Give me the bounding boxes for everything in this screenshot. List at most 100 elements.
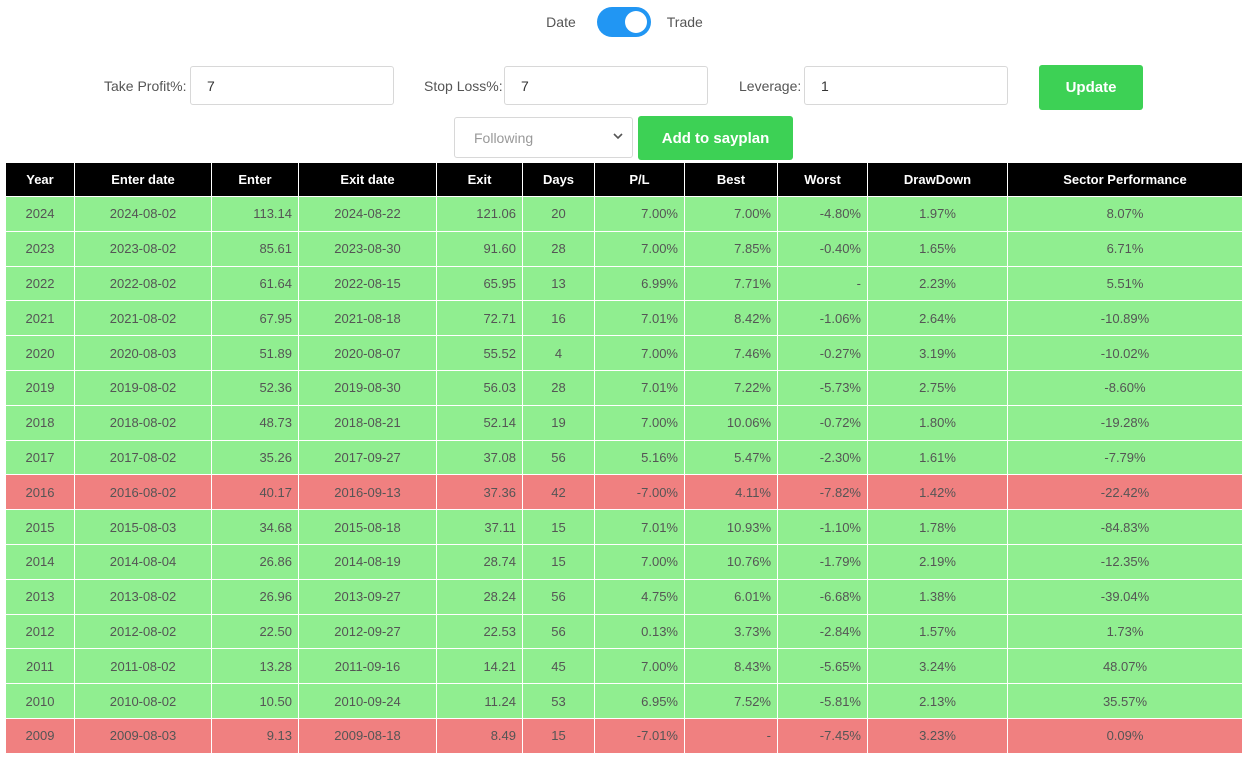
cell-sector-performance: 6.71% [1007, 230, 1243, 267]
column-header-best[interactable]: Best [684, 162, 778, 197]
cell-enter-date: 2022-08-02 [74, 265, 212, 302]
cell-year: 2020 [5, 335, 75, 371]
leverage-input[interactable] [804, 66, 1008, 105]
cell-days: 28 [522, 369, 595, 406]
cell-pl: 5.16% [594, 439, 685, 476]
cell-days: 56 [522, 439, 595, 476]
column-header-exit[interactable]: Exit [436, 162, 523, 197]
column-header-pl[interactable]: P/L [594, 162, 685, 197]
cell-days: 4 [522, 335, 595, 371]
cell-exit: 8.49 [436, 717, 523, 754]
cell-exit-date: 2015-08-18 [298, 509, 437, 545]
cell-enter-date: 2021-08-02 [74, 300, 212, 337]
column-header-year[interactable]: Year [5, 162, 75, 197]
cell-year: 2012 [5, 613, 75, 650]
cell-year: 2013 [5, 578, 75, 615]
cell-worst: -0.27% [777, 335, 868, 371]
column-header-sector-performance[interactable]: Sector Performance [1007, 162, 1243, 197]
cell-enter: 48.73 [211, 404, 299, 441]
cell-year: 2024 [5, 196, 75, 232]
cell-exit-date: 2011-09-16 [298, 648, 437, 685]
cell-enter-date: 2017-08-02 [74, 439, 212, 476]
cell-enter-date: 2014-08-04 [74, 543, 212, 580]
cell-worst: -2.30% [777, 439, 868, 476]
cell-exit: 37.36 [436, 474, 523, 511]
cell-days: 56 [522, 613, 595, 650]
strategy-select[interactable]: Following [454, 117, 633, 158]
cell-exit: 14.21 [436, 648, 523, 685]
cell-drawdown: 2.23% [867, 265, 1008, 302]
cell-pl: 7.00% [594, 335, 685, 371]
cell-drawdown: 1.38% [867, 578, 1008, 615]
cell-enter: 26.96 [211, 578, 299, 615]
cell-worst: -7.82% [777, 474, 868, 511]
cell-days: 42 [522, 474, 595, 511]
update-button[interactable]: Update [1039, 65, 1143, 110]
cell-pl: -7.00% [594, 474, 685, 511]
cell-year: 2014 [5, 543, 75, 580]
cell-sector-performance: -84.83% [1007, 509, 1243, 545]
cell-best: 4.11% [684, 474, 778, 511]
cell-days: 56 [522, 578, 595, 615]
cell-best: 7.71% [684, 265, 778, 302]
cell-worst: -0.72% [777, 404, 868, 441]
table-row: 2009 2009-08-03 9.13 2009-08-18 8.49 15 -7.01%… [5, 717, 1243, 754]
cell-enter-date: 2023-08-02 [74, 230, 212, 267]
cell-enter-date: 2011-08-02 [74, 648, 212, 685]
cell-worst: -0.40% [777, 230, 868, 267]
cell-worst: -6.68% [777, 578, 868, 615]
cell-year: 2017 [5, 439, 75, 476]
cell-enter: 34.68 [211, 509, 299, 545]
column-header-worst[interactable]: Worst [777, 162, 868, 197]
column-header-exit-date[interactable]: Exit date [298, 162, 437, 197]
cell-sector-performance: -8.60% [1007, 369, 1243, 406]
cell-pl: 7.01% [594, 300, 685, 337]
cell-best: 7.52% [684, 683, 778, 719]
cell-pl: 7.00% [594, 196, 685, 232]
cell-year: 2016 [5, 474, 75, 511]
table-row: 2012 2012-08-02 22.50 2012-09-27 22.53 56 0.13… [5, 613, 1243, 650]
column-header-days[interactable]: Days [522, 162, 595, 197]
cell-pl: 6.99% [594, 265, 685, 302]
cell-year: 2019 [5, 369, 75, 406]
cell-year: 2023 [5, 230, 75, 267]
cell-drawdown: 1.42% [867, 474, 1008, 511]
cell-exit-date: 2009-08-18 [298, 717, 437, 754]
column-header-enter-date[interactable]: Enter date [74, 162, 212, 197]
cell-worst: -5.73% [777, 369, 868, 406]
cell-enter: 35.26 [211, 439, 299, 476]
cell-pl: 7.01% [594, 369, 685, 406]
chevron-down-icon [613, 133, 623, 140]
cell-days: 15 [522, 717, 595, 754]
cell-drawdown: 1.65% [867, 230, 1008, 267]
cell-enter: 51.89 [211, 335, 299, 371]
cell-days: 19 [522, 404, 595, 441]
cell-sector-performance: 1.73% [1007, 613, 1243, 650]
take-profit-input[interactable] [190, 66, 394, 105]
column-header-drawdown[interactable]: DrawDown [867, 162, 1008, 197]
toggle-label-date: Date [546, 14, 576, 30]
cell-best: 10.76% [684, 543, 778, 580]
cell-exit-date: 2012-09-27 [298, 613, 437, 650]
cell-days: 15 [522, 509, 595, 545]
view-toggle-row: Date Trade [0, 6, 1249, 38]
cell-enter: 85.61 [211, 230, 299, 267]
cell-exit: 28.74 [436, 543, 523, 580]
cell-year: 2009 [5, 717, 75, 754]
cell-enter: 26.86 [211, 543, 299, 580]
cell-exit-date: 2024-08-22 [298, 196, 437, 232]
cell-drawdown: 2.75% [867, 369, 1008, 406]
cell-exit: 56.03 [436, 369, 523, 406]
stop-loss-input[interactable] [504, 66, 708, 105]
cell-year: 2011 [5, 648, 75, 685]
column-header-enter[interactable]: Enter [211, 162, 299, 197]
table-row: 2014 2014-08-04 26.86 2014-08-19 28.74 15 7.00… [5, 543, 1243, 580]
date-trade-toggle[interactable] [596, 7, 651, 37]
cell-sector-performance: 8.07% [1007, 196, 1243, 232]
take-profit-label: Take Profit%: [104, 78, 187, 94]
cell-year: 2010 [5, 683, 75, 719]
cell-enter: 40.17 [211, 474, 299, 511]
cell-sector-performance: -19.28% [1007, 404, 1243, 441]
cell-exit-date: 2016-09-13 [298, 474, 437, 511]
add-to-sayplan-button[interactable]: Add to sayplan [638, 116, 793, 160]
